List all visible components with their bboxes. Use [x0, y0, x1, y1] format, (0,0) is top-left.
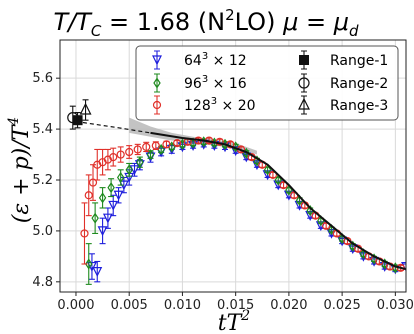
- y-axis-title: (ε + p)/T4: [6, 117, 34, 223]
- data-point: [133, 145, 142, 154]
- title-part-c: C: [91, 22, 102, 40]
- series-64: [86, 139, 406, 283]
- legend-marker: [299, 55, 309, 65]
- data-point: [151, 141, 160, 150]
- title-part-tt: T/T: [53, 8, 93, 36]
- tick-layer: 0.000 0.005 0.010 0.015 0.020 0.025 0.030 4.8 5.…: [32, 71, 414, 313]
- data-point: [85, 258, 93, 270]
- data-point: [279, 180, 288, 190]
- data-point: [107, 182, 115, 194]
- legend-markers: [152, 50, 310, 115]
- x-tick-label: 0.030: [377, 298, 414, 313]
- data-point: [102, 213, 113, 224]
- legend-label-96: 963 × 16: [184, 74, 247, 92]
- fit-line: [150, 131, 406, 271]
- data-layer: [80, 136, 406, 285]
- data-point: [91, 212, 99, 224]
- y-axis-title-sup: 4: [6, 117, 22, 127]
- data-point: [268, 170, 278, 180]
- legend-marker: [298, 77, 310, 89]
- data-point: [173, 138, 182, 148]
- data-point: [108, 200, 119, 211]
- title-part-eq: = 1.68 (N: [101, 8, 225, 36]
- legend-marker: [298, 97, 310, 110]
- x-axis-title-main: tT: [218, 311, 244, 334]
- data-point: [162, 140, 171, 149]
- extrapolated-points: [67, 99, 92, 130]
- x-tick-label: 0.020: [270, 298, 307, 313]
- y-tick-label: 5.4: [32, 122, 53, 137]
- data-point: [125, 164, 133, 176]
- legend: 643 × 12 963 × 16 1283 × 20 Range-1 Rang…: [135, 45, 399, 121]
- legend-label-range-1: Range-1: [330, 53, 388, 69]
- x-tick-label: 0.025: [324, 298, 361, 313]
- title-part-mu: μ: [282, 8, 298, 36]
- data-point: [274, 174, 282, 186]
- data-point: [146, 148, 155, 161]
- data-point: [263, 164, 272, 176]
- data-point: [116, 150, 125, 159]
- x-axis-title-sup: 2: [240, 308, 250, 324]
- data-point: [113, 190, 124, 201]
- legend-label-range-3: Range-3: [330, 98, 388, 114]
- data-point: [92, 267, 103, 277]
- fit-layer: [75, 120, 406, 271]
- series-96: [85, 136, 400, 285]
- title-part-lo: LO): [235, 8, 283, 36]
- legend-label-range-2: Range-2: [330, 76, 388, 92]
- data-point: [97, 226, 108, 237]
- extrapolated-point: [79, 102, 92, 115]
- data-point: [80, 229, 89, 238]
- legend-marker: [152, 55, 162, 66]
- data-point: [88, 178, 98, 187]
- title-part-mu2: μ: [333, 8, 349, 36]
- y-tick-label: 5.0: [32, 224, 53, 239]
- legend-marker: [153, 77, 161, 89]
- y-tick-label: 5.6: [32, 71, 53, 86]
- data-point: [84, 191, 93, 200]
- data-point: [125, 147, 134, 157]
- data-point: [136, 156, 144, 168]
- fit-line-extrapolated: [75, 120, 151, 134]
- y-tick-label: 4.8: [32, 275, 53, 290]
- x-axis-title: tT2: [218, 308, 251, 334]
- legend-label-128: 1283 × 20: [184, 96, 256, 114]
- data-point: [98, 192, 107, 204]
- title-part-eq2: =: [298, 8, 333, 36]
- extrapolated-point: [67, 112, 79, 124]
- legend-box: [135, 45, 399, 121]
- x-tick-label: 0.015: [217, 298, 254, 313]
- title-part-d: d: [349, 22, 359, 40]
- data-point: [142, 142, 151, 152]
- x-tick-label: 0.010: [164, 298, 201, 313]
- plot-frame: [59, 39, 407, 293]
- data-point: [109, 152, 118, 162]
- y-tick-label: 5.2: [32, 173, 53, 188]
- chart-title: T/TC = 1.68 (N2LO) μ = μd: [53, 6, 359, 40]
- x-tick-label: 0.005: [111, 298, 148, 313]
- y-axis-title-main: (ε + p)/T: [9, 123, 34, 223]
- legend-marker: [152, 100, 162, 110]
- legend-label-64: 643 × 12: [184, 51, 247, 69]
- data-point: [116, 171, 125, 184]
- x-tick-label: 0.000: [57, 298, 94, 313]
- title-part-sup: 2: [225, 6, 235, 24]
